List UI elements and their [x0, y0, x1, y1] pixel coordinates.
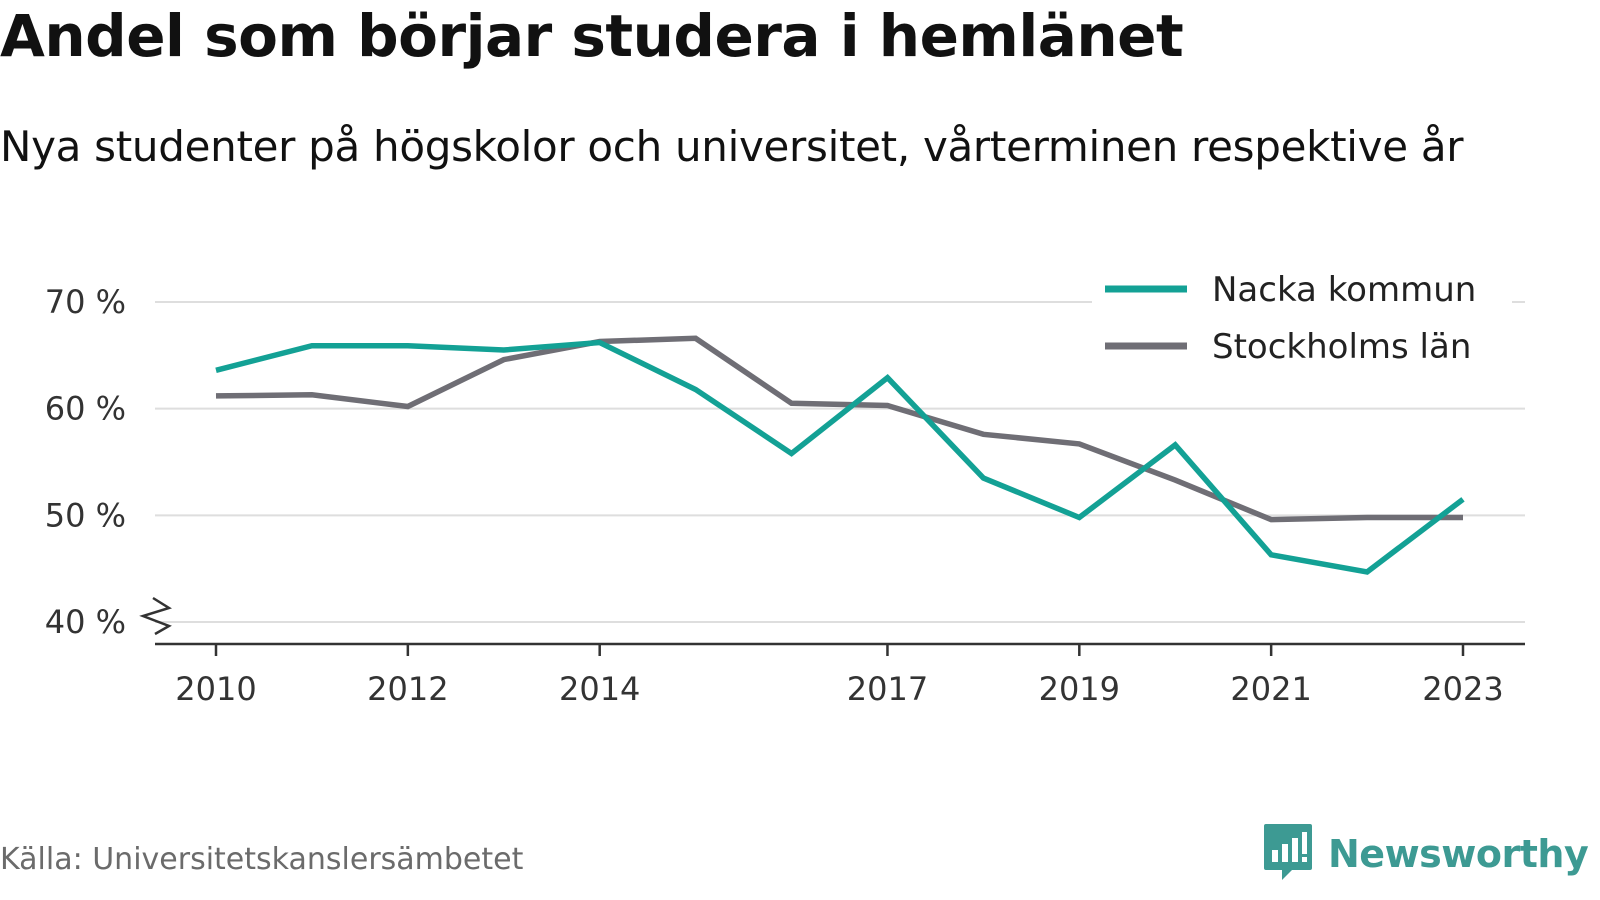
- series-line-nacka: [215, 339, 1465, 575]
- legend: Nacka kommun Stockholms län: [1092, 262, 1512, 372]
- legend-label: Stockholms län: [1212, 327, 1471, 367]
- axis-break-marker: [139, 596, 172, 636]
- y-tick-label: 70 %: [45, 283, 126, 321]
- axes: 70 % 60 % 50 % 40 % 2010 2012 2014 2017 2019 2021…: [45, 283, 1525, 708]
- y-tick-label: 50 %: [45, 496, 126, 534]
- series-lines: [215, 335, 1465, 575]
- newsworthy-logo-icon: [1262, 822, 1314, 886]
- source-note: Källa: Universitetskanslersämbetet: [0, 842, 524, 877]
- x-tick-label: 2021: [1230, 670, 1311, 708]
- x-tick-label: 2019: [1039, 670, 1120, 708]
- brand-logo[interactable]: Newsworthy: [1262, 822, 1589, 886]
- series-line-stockholm: [215, 335, 1463, 523]
- y-tick-label: 40 %: [45, 603, 126, 641]
- x-tick-label: 2023: [1422, 670, 1503, 708]
- line-chart: 70 % 60 % 50 % 40 % 2010 2012 2014 2017 2019 2021…: [44, 262, 1525, 708]
- x-tick-label: 2010: [175, 670, 256, 708]
- x-tick-label: 2017: [847, 670, 928, 708]
- x-tick-label: 2014: [559, 670, 640, 708]
- y-tick-label: 60 %: [45, 390, 126, 428]
- chart-subtitle: Nya studenter på högskolor och universit…: [0, 122, 1464, 171]
- brand-name: Newsworthy: [1328, 832, 1589, 876]
- legend-background: [1092, 262, 1512, 372]
- legend-label: Nacka kommun: [1212, 270, 1476, 310]
- x-tick-label: 2012: [367, 670, 448, 708]
- chart-title: Andel som börjar studera i hemlänet: [0, 2, 1184, 70]
